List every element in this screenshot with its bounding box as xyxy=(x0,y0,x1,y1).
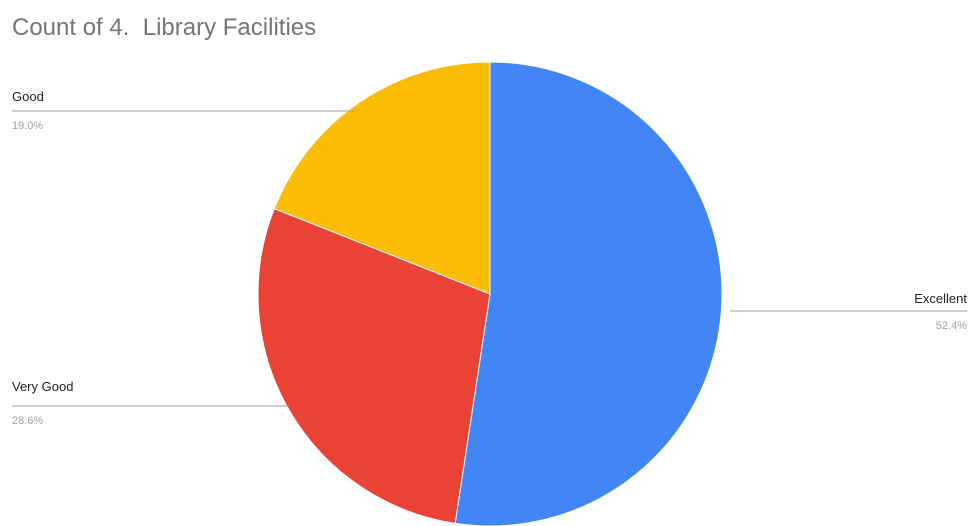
slice-labels: Excellent 52.4% Very Good 28.6% Good 19.0% xyxy=(12,89,967,427)
slice-good[interactable] xyxy=(273,61,491,295)
pie-slices xyxy=(257,61,723,526)
chart-title: Count of 4. Library Facilities xyxy=(12,14,317,41)
slice-excellent[interactable] xyxy=(454,61,723,526)
slice-very-good[interactable] xyxy=(257,207,491,524)
slice-label-very-good: Very Good xyxy=(12,379,73,394)
slice-percent-very-good: 28.6% xyxy=(12,415,43,427)
slice-label-excellent: Excellent xyxy=(914,291,967,306)
slice-percent-good: 19.0% xyxy=(12,120,43,132)
slice-label-good: Good xyxy=(12,89,44,104)
slice-percent-excellent: 52.4% xyxy=(936,320,967,332)
leader-lines xyxy=(12,110,967,407)
